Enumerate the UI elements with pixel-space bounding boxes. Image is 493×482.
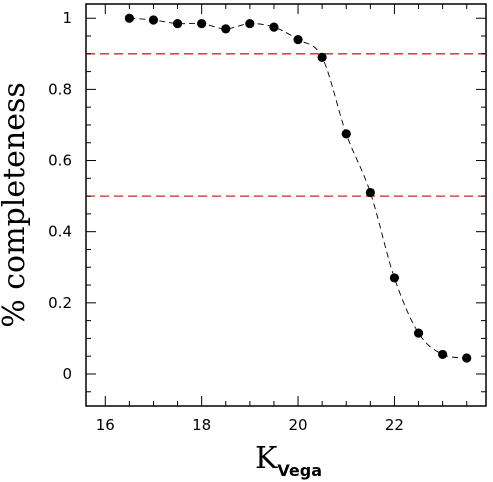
data-point — [438, 349, 448, 360]
x-axis-title-main: K — [255, 441, 278, 476]
data-point — [365, 187, 375, 198]
data-point — [172, 18, 183, 29]
data-point — [197, 18, 207, 29]
data-curve — [129, 17, 467, 359]
plot-frame — [85, 3, 487, 407]
y-tick-label: 0.2 — [48, 294, 72, 312]
y-tick-label: 0.4 — [48, 223, 72, 241]
data-point — [221, 24, 231, 34]
data-point — [148, 15, 159, 25]
data-point — [413, 328, 424, 338]
series-connector — [129, 17, 467, 359]
x-tick-label: 18 — [192, 416, 211, 434]
y-axis-title: % completeness — [0, 82, 32, 328]
x-axis-title: KVega — [255, 441, 322, 480]
data-point — [462, 353, 472, 363]
y-tick-label: 1 — [62, 9, 72, 27]
x-tick-label: 16 — [96, 416, 115, 434]
y-tick-label: 0 — [62, 365, 72, 383]
x-axis-title-subscript: Vega — [277, 461, 322, 480]
data-point — [341, 129, 351, 139]
y-tick-label: 0.6 — [48, 152, 72, 170]
data-point — [269, 22, 279, 32]
data-point — [389, 273, 400, 283]
reference-lines — [86, 53, 486, 197]
y-axis-ticks: 0 0.2 0.4 0.6 0.8 1 — [48, 9, 486, 393]
x-tick-label: 20 — [289, 416, 308, 434]
x-tick-label: 22 — [385, 416, 404, 434]
data-point — [124, 13, 134, 23]
x-axis-ticks: 16 18 20 22 — [96, 4, 468, 434]
data-point — [293, 34, 303, 45]
y-tick-label: 0.8 — [48, 80, 72, 98]
data-point — [245, 18, 255, 29]
data-point — [317, 52, 327, 62]
data-points — [124, 13, 472, 363]
